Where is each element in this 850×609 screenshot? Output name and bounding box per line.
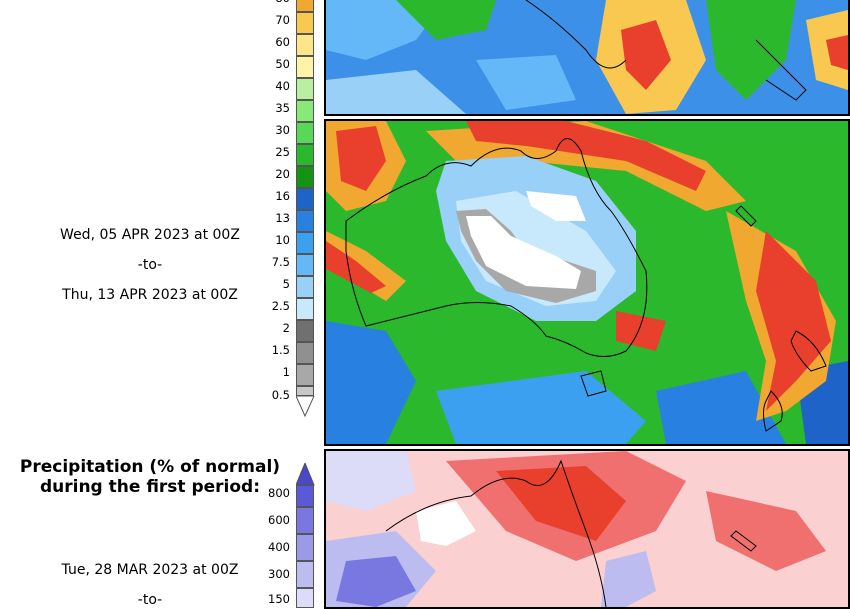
colorbar-seg-5 bbox=[296, 276, 314, 298]
tick-label: 30 bbox=[275, 123, 290, 137]
tick-label: 16 bbox=[275, 189, 290, 203]
colorbar-seg-7.5 bbox=[296, 254, 314, 276]
colorbar-seg-2.5 bbox=[296, 298, 314, 320]
period-end-date: Thu, 13 APR 2023 at 00Z bbox=[62, 287, 238, 303]
tick-label: 70 bbox=[275, 13, 290, 27]
precip-colorbar bbox=[296, 0, 314, 420]
map-panel-precip-anomaly bbox=[324, 449, 850, 609]
period-start-date: Wed, 05 APR 2023 at 00Z bbox=[60, 227, 240, 243]
anomaly-title-line1: Precipitation (% of normal) bbox=[19, 457, 281, 477]
tick-label: 0.5 bbox=[271, 388, 290, 402]
tick-label: 7.5 bbox=[271, 255, 290, 269]
colorbar-seg-13 bbox=[296, 210, 314, 232]
tick-label: 35 bbox=[275, 101, 290, 115]
colorbar-seg-30 bbox=[296, 122, 314, 144]
map-top-partial-graphic bbox=[326, 0, 848, 114]
colorbar-bottom-arrow bbox=[296, 396, 315, 418]
anomaly-seg-800 bbox=[296, 485, 314, 507]
tick-label: 2 bbox=[282, 321, 290, 335]
colorbar-seg-1 bbox=[296, 364, 314, 386]
tick-label: 13 bbox=[275, 211, 290, 225]
anomaly-seg-400 bbox=[296, 534, 314, 561]
colorbar-seg-50 bbox=[296, 56, 314, 78]
tick-label: 10 bbox=[275, 233, 290, 247]
colorbar-seg-25 bbox=[296, 144, 314, 166]
anomaly-period-separator: -to- bbox=[137, 592, 163, 608]
tick-label: 40 bbox=[275, 79, 290, 93]
tick-label: 25 bbox=[275, 145, 290, 159]
anomaly-seg-300 bbox=[296, 561, 314, 588]
colorbar-seg-16 bbox=[296, 188, 314, 210]
colorbar-seg-70 bbox=[296, 12, 314, 34]
colorbar-seg-2 bbox=[296, 320, 314, 342]
map-panel-precip-total bbox=[324, 119, 850, 446]
colorbar-seg-80 bbox=[296, 0, 314, 12]
colorbar-seg-0.5 bbox=[296, 386, 314, 396]
precip-anomaly-map-graphic bbox=[326, 451, 848, 607]
tick-label: 2.5 bbox=[271, 299, 290, 313]
colorbar-seg-20 bbox=[296, 166, 314, 188]
precip-total-map-graphic bbox=[326, 121, 848, 444]
anomaly-title-line2: during the first period: bbox=[39, 477, 261, 497]
anomaly-seg-600 bbox=[296, 507, 314, 534]
colorbar-seg-40 bbox=[296, 78, 314, 100]
colorbar-seg-60 bbox=[296, 34, 314, 56]
tick-label: 1.5 bbox=[271, 343, 290, 357]
anomaly-colorbar-top-arrow bbox=[296, 463, 315, 486]
tick-label: 400 bbox=[268, 540, 290, 554]
anomaly-colorbar bbox=[296, 485, 314, 608]
colorbar-seg-10 bbox=[296, 232, 314, 254]
tick-label: 5 bbox=[282, 277, 290, 291]
tick-label: 50 bbox=[275, 57, 290, 71]
colorbar-seg-1.5 bbox=[296, 342, 314, 364]
tick-label: 80 bbox=[250, 0, 290, 5]
period-separator: -to- bbox=[137, 257, 163, 273]
tick-label: 300 bbox=[268, 567, 290, 581]
tick-label: 600 bbox=[268, 513, 290, 527]
map-panel-top-partial bbox=[324, 0, 850, 116]
tick-label: 800 bbox=[268, 486, 290, 500]
tick-label: 20 bbox=[275, 167, 290, 181]
tick-label: 60 bbox=[275, 35, 290, 49]
colorbar-seg-35 bbox=[296, 100, 314, 122]
tick-label: 1 bbox=[282, 365, 290, 379]
anomaly-period-start-date: Tue, 28 MAR 2023 at 00Z bbox=[61, 562, 239, 578]
